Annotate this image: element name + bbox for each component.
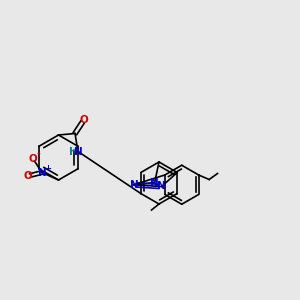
Text: N: N: [157, 181, 166, 191]
Text: H: H: [68, 146, 77, 157]
Text: N: N: [130, 180, 139, 190]
Text: O: O: [28, 154, 37, 164]
Text: O: O: [79, 115, 88, 125]
Text: N: N: [74, 146, 82, 157]
Text: N: N: [150, 178, 159, 188]
Text: +: +: [44, 164, 51, 172]
Text: O: O: [24, 170, 33, 181]
Text: N: N: [38, 167, 46, 178]
Text: -: -: [36, 150, 40, 159]
